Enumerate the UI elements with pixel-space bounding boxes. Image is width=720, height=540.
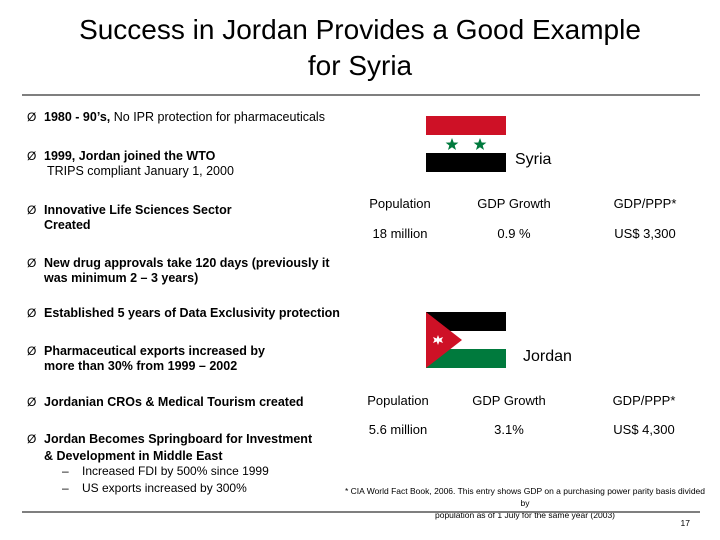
title-line-2: for Syria bbox=[307, 50, 413, 81]
bullet-6-line-2: more than 30% from 1999 – 2002 bbox=[44, 359, 238, 373]
syria-header-gdp-ppp: GDP/PPP* bbox=[613, 196, 677, 211]
bullet-2-line-1: 1999, Jordan joined the WTO bbox=[44, 149, 216, 163]
bullet-8-line-2: & Development in Middle East bbox=[44, 449, 223, 463]
top-divider bbox=[22, 94, 700, 96]
bottom-divider bbox=[22, 511, 700, 513]
sub-bullet-1-text: Increased FDI by 500% since 1999 bbox=[82, 464, 269, 478]
jordan-label: Jordan bbox=[523, 348, 572, 365]
bullet-6: Ø Pharmaceutical exports increased by mo… bbox=[27, 344, 347, 374]
bullet-arrow-icon: Ø bbox=[27, 110, 37, 124]
bullet-2: Ø 1999, Jordan joined the WTO TRIPS comp… bbox=[27, 149, 327, 179]
slide-title: Success in Jordan Provides a Good Exampl… bbox=[0, 12, 720, 84]
jordan-stats-table: Population GDP Growth GDP/PPP* 5.6 milli… bbox=[348, 391, 700, 443]
bullet-arrow-icon: Ø bbox=[27, 395, 37, 409]
syria-stats-table: Population GDP Growth GDP/PPP* 18 millio… bbox=[350, 194, 700, 246]
syria-value-gdp-growth: 0.9 % bbox=[497, 226, 531, 241]
bullet-7: Ø Jordanian CROs & Medical Tourism creat… bbox=[27, 395, 357, 410]
syria-value-gdp-ppp: US$ 3,300 bbox=[614, 226, 676, 241]
syria-label: Syria bbox=[515, 151, 552, 168]
bullet-arrow-icon: Ø bbox=[27, 149, 37, 163]
jordan-flag-icon bbox=[426, 312, 506, 368]
footnote-line-2: population as of 1 July for the same yea… bbox=[434, 510, 616, 520]
bullet-2-line-2: TRIPS compliant January 1, 2000 bbox=[47, 164, 234, 178]
bullet-3: Ø Innovative Life Sciences Sector Create… bbox=[27, 203, 327, 233]
bullet-1-rest: No IPR protection for pharmaceuticals bbox=[110, 110, 325, 124]
title-line-1: Success in Jordan Provides a Good Exampl… bbox=[79, 14, 641, 45]
jordan-header-gdp-growth: GDP Growth bbox=[472, 393, 546, 408]
jordan-header-gdp-ppp: GDP/PPP* bbox=[612, 393, 676, 408]
sub-bullet-2: – US exports increased by 300% bbox=[62, 480, 342, 496]
syria-value-population: 18 million bbox=[372, 226, 428, 241]
bullet-1: Ø 1980 - 90’s, No IPR protection for pha… bbox=[27, 110, 407, 125]
bullet-arrow-icon: Ø bbox=[27, 203, 37, 217]
bullet-8-line-1: Jordan Becomes Springboard for Investmen… bbox=[44, 432, 313, 446]
syria-flag-icon bbox=[426, 116, 506, 172]
bullet-5: Ø Established 5 years of Data Exclusivit… bbox=[27, 306, 427, 321]
bullet-4: Ø New drug approvals take 120 days (prev… bbox=[27, 256, 427, 286]
jordan-value-gdp-ppp: US$ 4,300 bbox=[613, 422, 675, 437]
bullet-arrow-icon: Ø bbox=[27, 306, 37, 320]
bullet-4-line-1: New drug approvals take 120 days (previo… bbox=[44, 256, 330, 270]
page-number: 17 bbox=[680, 518, 690, 528]
syria-header-gdp-growth: GDP Growth bbox=[477, 196, 551, 211]
bullet-7-line-1: Jordanian CROs & Medical Tourism created bbox=[44, 395, 304, 409]
bullet-5-line-1: Established 5 years of Data Exclusivity … bbox=[44, 306, 340, 320]
jordan-value-gdp-growth: 3.1% bbox=[494, 422, 524, 437]
sub-bullet-2-text: US exports increased by 300% bbox=[82, 481, 247, 495]
bullet-1-bold: 1980 - 90’s, bbox=[44, 110, 111, 124]
bullet-4-line-2: was minimum 2 – 3 years) bbox=[44, 271, 199, 285]
bullet-3-line-2: Created bbox=[44, 218, 91, 232]
sub-bullet-dash: – bbox=[62, 464, 69, 478]
bullet-8: Ø Jordan Becomes Springboard for Investm… bbox=[27, 431, 367, 465]
sub-bullet-dash: – bbox=[62, 481, 69, 495]
jordan-header-population: Population bbox=[367, 393, 429, 408]
sub-bullet-1: – Increased FDI by 500% since 1999 bbox=[62, 463, 342, 479]
syria-header-population: Population bbox=[369, 196, 431, 211]
bullet-3-line-1: Innovative Life Sciences Sector bbox=[44, 203, 232, 217]
jordan-value-population: 5.6 million bbox=[368, 422, 428, 437]
footnote-line-1: * CIA World Fact Book, 2006. This entry … bbox=[344, 486, 705, 508]
bullet-6-line-1: Pharmaceutical exports increased by bbox=[44, 344, 265, 358]
bullet-arrow-icon: Ø bbox=[27, 256, 37, 270]
footnote: * CIA World Fact Book, 2006. This entry … bbox=[340, 485, 710, 521]
bullet-arrow-icon: Ø bbox=[27, 344, 37, 358]
bullet-arrow-icon: Ø bbox=[27, 432, 37, 446]
